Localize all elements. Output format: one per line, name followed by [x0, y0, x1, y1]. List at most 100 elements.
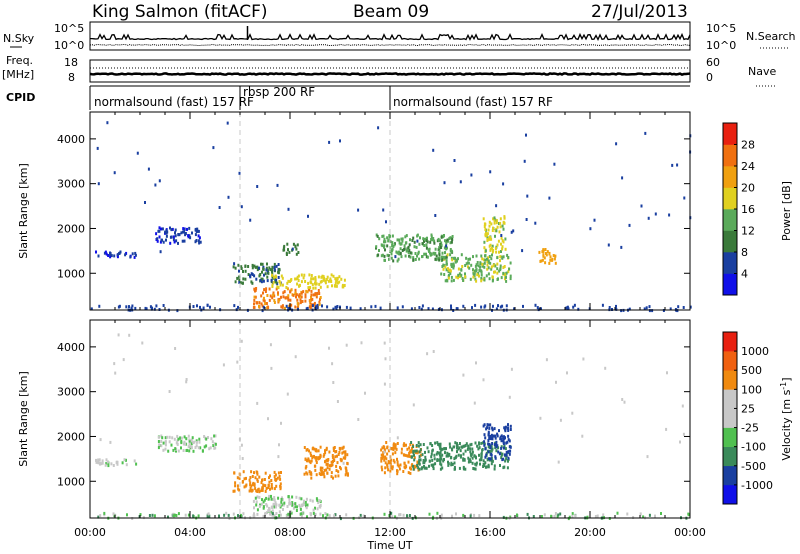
- heatmap-cell: [383, 458, 386, 462]
- heatmap-cell: [188, 449, 191, 453]
- heatmap-cell: [410, 307, 413, 311]
- heatmap-cell: [472, 255, 474, 259]
- colorbar-segment: [723, 166, 737, 188]
- heatmap-cell: [271, 486, 274, 490]
- heatmap-cell: [380, 465, 383, 469]
- scatter-cell: [377, 126, 380, 130]
- heatmap-cell: [551, 515, 554, 519]
- heatmap-cell: [442, 267, 445, 271]
- heatmap-cell: [208, 514, 211, 518]
- heatmap-cell: [566, 305, 569, 309]
- heatmap-cell: [436, 441, 439, 445]
- heatmap-cell: [308, 273, 311, 277]
- heatmap-cell: [391, 447, 394, 451]
- heatmap-cell: [115, 460, 118, 464]
- scatter-cell: [615, 142, 618, 146]
- heatmap-cell: [345, 469, 348, 473]
- heatmap-cell: [488, 423, 491, 427]
- heatmap-cell: [198, 440, 201, 444]
- heatmap-cell: [310, 274, 313, 277]
- scatter-cell: [621, 176, 624, 180]
- heatmap-cell: [419, 236, 421, 240]
- heatmap-cell: [256, 512, 259, 516]
- heatmap-cell: [381, 446, 384, 450]
- colorbar-segment: [723, 408, 737, 428]
- heatmap-cell: [594, 515, 597, 518]
- heatmap-cell: [451, 264, 454, 268]
- heatmap-cell: [438, 256, 441, 260]
- heatmap-cell: [460, 445, 463, 449]
- heatmap-cell: [473, 269, 476, 273]
- heatmap-cell: [492, 226, 494, 230]
- colorbar-segment: [723, 273, 737, 296]
- nave-label: Nave: [748, 65, 776, 78]
- heatmap-cell: [285, 304, 288, 308]
- heatmap-cell: [388, 514, 391, 517]
- heatmap-cell: [266, 511, 268, 515]
- heatmap-cell: [316, 507, 319, 511]
- heatmap-cell: [295, 295, 297, 299]
- heatmap-cell: [413, 240, 416, 244]
- scatter-cell: [534, 221, 537, 225]
- heatmap-cell: [283, 306, 286, 310]
- scatter-cell: [114, 371, 117, 375]
- heatmap-cell: [448, 237, 451, 241]
- heatmap-cell: [343, 278, 346, 282]
- heatmap-cell: [214, 442, 217, 446]
- heatmap-cell: [425, 239, 428, 243]
- heatmap-cell: [334, 474, 337, 478]
- scatter-cell: [502, 182, 505, 186]
- heatmap-cell: [440, 463, 443, 467]
- heatmap-cell: [499, 437, 502, 441]
- heatmap-cell: [500, 445, 503, 449]
- heatmap-cell: [425, 466, 428, 470]
- heatmap-cell: [548, 261, 551, 265]
- heatmap-cell: [439, 467, 442, 471]
- heatmap-cell: [105, 458, 108, 462]
- heatmap-cell: [113, 254, 116, 258]
- heatmap-cell: [406, 249, 408, 253]
- heatmap-cell: [192, 305, 195, 308]
- heatmap-cell: [181, 239, 184, 243]
- heatmap-cell: [335, 469, 338, 472]
- heatmap-cell: [164, 447, 167, 451]
- heatmap-cell: [497, 304, 499, 308]
- heatmap-cell: [255, 503, 258, 507]
- heatmap-cell: [500, 236, 503, 240]
- heatmap-cell: [423, 461, 426, 465]
- heatmap-cell: [493, 434, 496, 438]
- heatmap-cell: [496, 243, 499, 247]
- heatmap-cell: [192, 514, 195, 518]
- heatmap-cell: [478, 268, 481, 272]
- scatter-cell: [141, 341, 144, 345]
- heatmap-cell: [265, 487, 268, 490]
- heatmap-cell: [399, 463, 402, 467]
- heatmap-cell: [483, 278, 486, 282]
- heatmap-cell: [494, 456, 497, 460]
- heatmap-cell: [286, 242, 289, 246]
- heatmap-cell: [187, 445, 190, 449]
- heatmap-cell: [261, 309, 264, 313]
- heatmap-cell: [467, 261, 470, 265]
- heatmap-cell: [232, 489, 235, 493]
- heatmap-cell: [172, 235, 175, 239]
- heatmap-cell: [383, 254, 386, 258]
- scatter-cell: [510, 367, 513, 371]
- heatmap-cell: [273, 294, 276, 298]
- heatmap-cell: [479, 265, 482, 269]
- heatmap-cell: [482, 217, 485, 221]
- heatmap-cell: [269, 512, 272, 516]
- scatter-cell: [185, 378, 188, 381]
- heatmap-cell: [393, 243, 396, 247]
- heatmap-cell: [546, 250, 549, 254]
- heatmap-cell: [279, 281, 282, 285]
- heatmap-cell: [396, 306, 399, 310]
- heatmap-cell: [265, 287, 268, 291]
- y-tick-label: 2000: [57, 222, 85, 235]
- heatmap-cell: [492, 217, 495, 221]
- heatmap-cell: [435, 254, 438, 258]
- heatmap-cell: [421, 255, 424, 258]
- heatmap-cell: [482, 441, 484, 445]
- nsky-label: N.Sky: [3, 32, 35, 45]
- heatmap-cell: [507, 438, 510, 442]
